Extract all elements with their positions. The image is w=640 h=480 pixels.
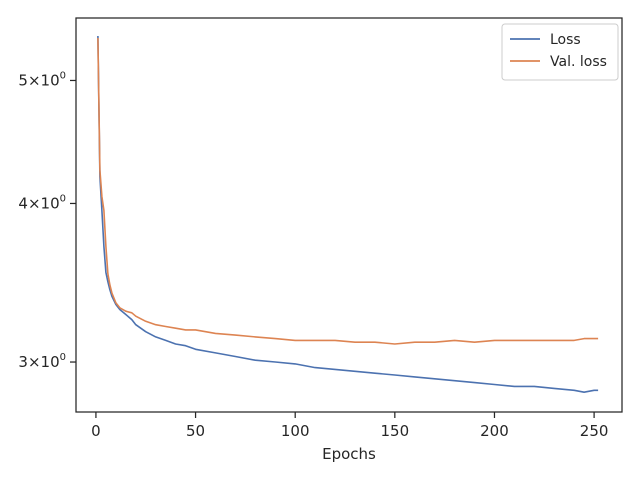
y-axis: 3×100 4×100 5×100 [18, 70, 76, 371]
plot-frame [75, 17, 623, 413]
x-axis-label: Epochs [322, 445, 376, 463]
x-tick-label: 50 [186, 422, 205, 440]
x-tick-label: 150 [381, 422, 410, 440]
x-tick-label: 200 [480, 422, 509, 440]
y-tick-label: 4×100 [18, 193, 66, 212]
legend-box [501, 23, 619, 81]
y-tick-label: 5×100 [18, 70, 66, 89]
series-line-val-loss [97, 37, 599, 345]
x-tick-label: 100 [281, 422, 310, 440]
series-line-loss [97, 35, 599, 393]
x-tick-label: 0 [91, 422, 101, 440]
legend-label: Loss [550, 32, 581, 48]
x-tick-label: 250 [580, 422, 609, 440]
legend: Loss Val. loss [501, 23, 619, 81]
x-axis: 0 50 100 150 200 250 [91, 412, 608, 440]
y-tick-label: 3×100 [18, 352, 66, 371]
legend-label: Val. loss [550, 54, 607, 70]
series-layer [97, 35, 599, 393]
